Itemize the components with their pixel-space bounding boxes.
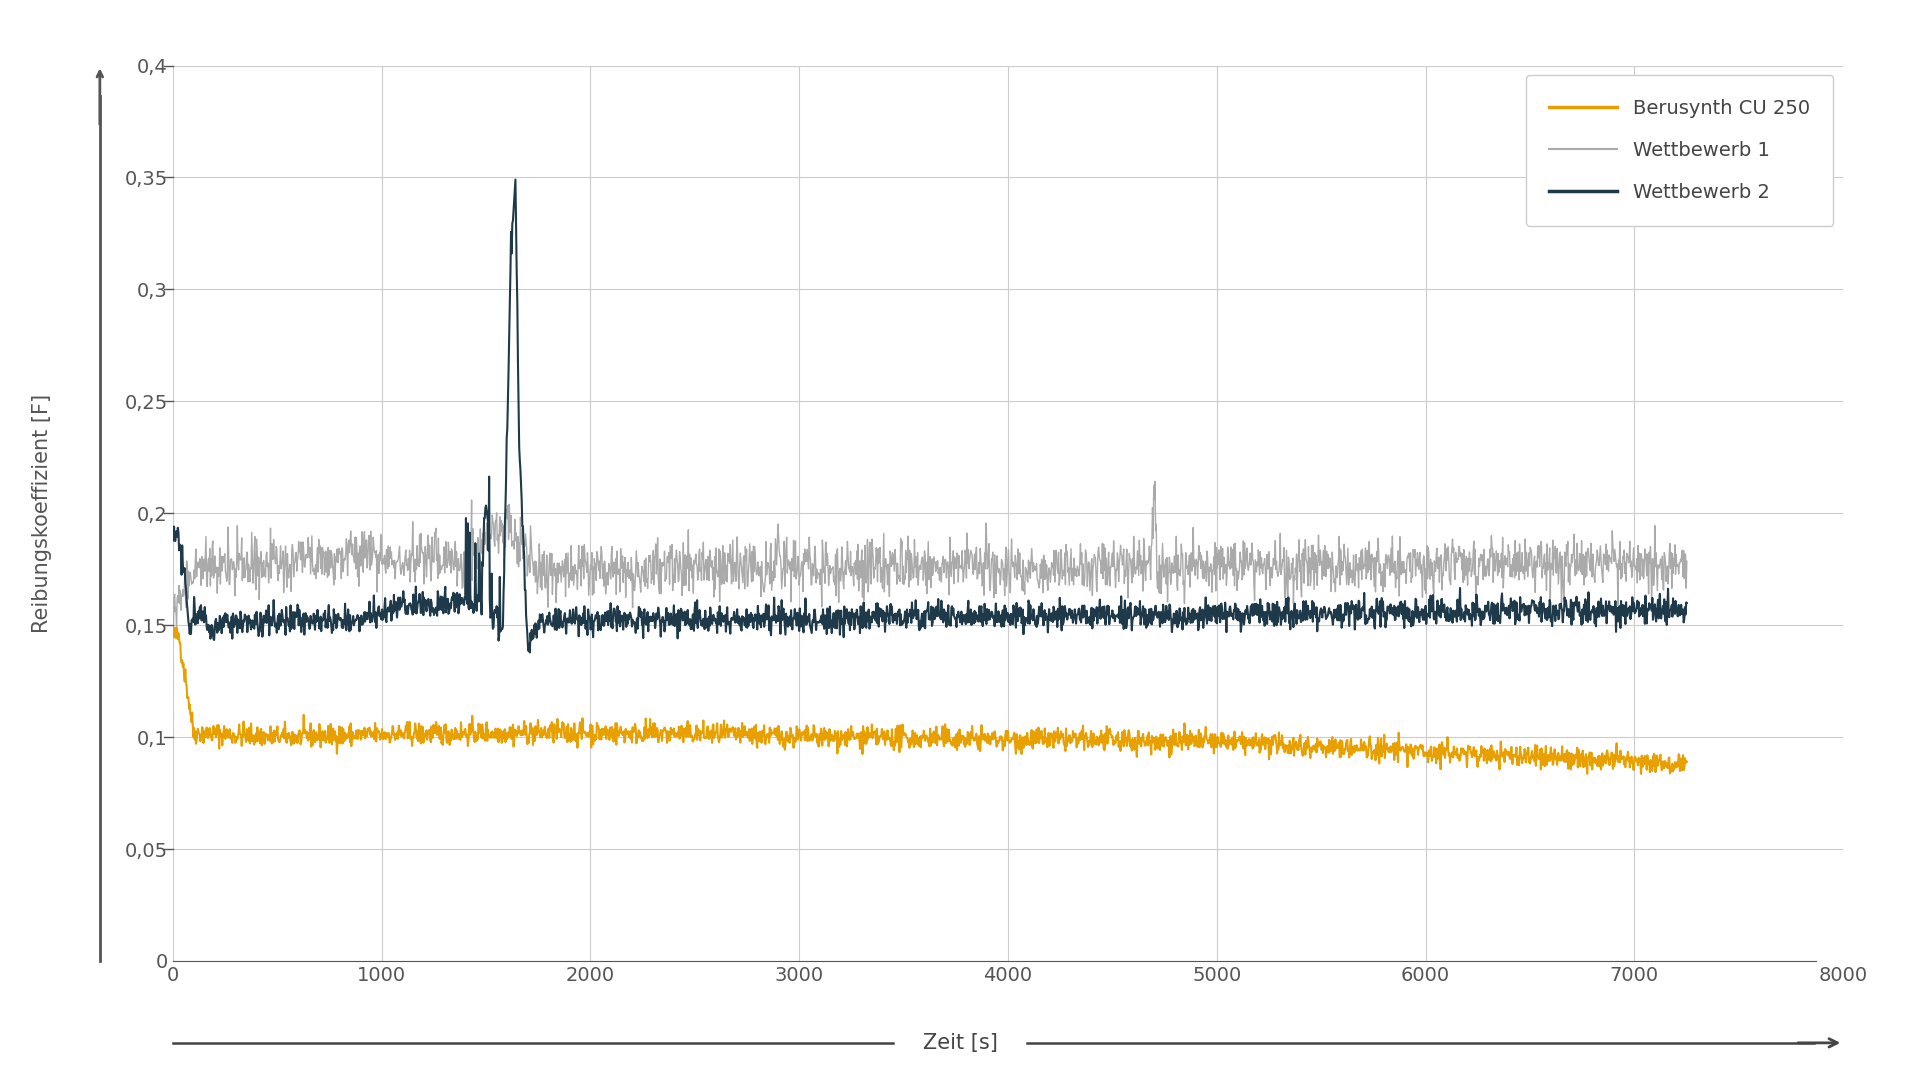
Line: Wettbewerb 1: Wettbewerb 1 [173, 482, 1688, 630]
Berusynth CU 250 [161, 627, 184, 640]
Wettbewerb 2 [804, 624, 828, 637]
Wettbewerb 1 [1192, 572, 1215, 585]
Wettbewerb 2 [1359, 609, 1382, 622]
Legend: Berusynth CU 250, Wettbewerb 1, Wettbewerb 2: Berusynth CU 250, Wettbewerb 1, Wettbewe… [1526, 75, 1834, 226]
Wettbewerb 1 [804, 551, 828, 565]
Wettbewerb 2 [1192, 614, 1215, 627]
Berusynth CU 250 [1676, 756, 1699, 769]
Wettbewerb 1 [1386, 556, 1409, 569]
Wettbewerb 1 [1676, 555, 1699, 568]
Wettbewerb 2 [1676, 596, 1699, 609]
Berusynth CU 250 [1384, 747, 1407, 760]
Wettbewerb 1 [1144, 475, 1167, 488]
Wettbewerb 1 [755, 571, 778, 584]
Wettbewerb 2 [964, 604, 987, 617]
Wettbewerb 2 [1386, 609, 1409, 622]
Wettbewerb 2 [161, 532, 184, 545]
Wettbewerb 1 [161, 602, 184, 615]
Berusynth CU 250 [755, 737, 778, 750]
Line: Berusynth CU 250: Berusynth CU 250 [173, 628, 1688, 774]
Line: Wettbewerb 2: Wettbewerb 2 [173, 179, 1688, 652]
Wettbewerb 2 [518, 645, 541, 658]
Wettbewerb 1 [161, 624, 184, 637]
Berusynth CU 250 [1192, 733, 1215, 746]
Text: Zeit [s]: Zeit [s] [924, 1033, 996, 1053]
Wettbewerb 1 [1359, 548, 1382, 561]
Wettbewerb 1 [962, 556, 985, 569]
Berusynth CU 250 [165, 621, 188, 634]
Wettbewerb 2 [503, 173, 526, 186]
Berusynth CU 250 [1630, 768, 1653, 781]
Berusynth CU 250 [962, 734, 985, 747]
Berusynth CU 250 [804, 731, 828, 744]
Wettbewerb 2 [755, 597, 778, 610]
Text: Reibungskoeffizient [F]: Reibungskoeffizient [F] [33, 394, 52, 632]
Berusynth CU 250 [1357, 729, 1380, 743]
